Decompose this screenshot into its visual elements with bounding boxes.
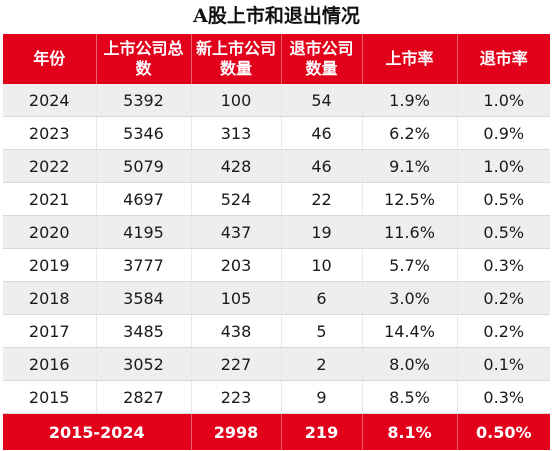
table-row: 2023 5346 313 46 6.2% 0.9% xyxy=(3,116,550,150)
summary-period: 2015-2024 xyxy=(3,413,192,450)
cell-delistings: 10 xyxy=(281,248,363,282)
cell-year: 2021 xyxy=(3,182,97,216)
summary-listing-rate: 8.1% xyxy=(362,413,458,450)
cell-year: 2020 xyxy=(3,215,97,249)
table-row: 2020 4195 437 19 11.6% 0.5% xyxy=(3,215,550,249)
cell-year: 2016 xyxy=(3,347,97,381)
table-row: 2022 5079 428 46 9.1% 1.0% xyxy=(3,149,550,183)
cell-total-listed: 3485 xyxy=(96,314,192,348)
table-row: 2024 5392 100 54 1.9% 1.0% xyxy=(3,84,550,117)
cell-delistings: 9 xyxy=(281,380,363,414)
header-listing-rate: 上市率 xyxy=(362,34,458,84)
cell-new-listings: 203 xyxy=(191,248,282,282)
header-year: 年份 xyxy=(3,34,97,84)
cell-delistings: 22 xyxy=(281,182,363,216)
cell-total-listed: 5392 xyxy=(96,84,192,117)
header-new-listings: 新上市公司数量 xyxy=(191,34,282,84)
table-row: 2019 3777 203 10 5.7% 0.3% xyxy=(3,248,550,282)
cell-delistings: 54 xyxy=(281,84,363,117)
cell-listing-rate: 14.4% xyxy=(362,314,458,348)
header-total-listed: 上市公司总数 xyxy=(96,34,192,84)
cell-listing-rate: 8.0% xyxy=(362,347,458,381)
cell-new-listings: 105 xyxy=(191,281,282,315)
cell-new-listings: 100 xyxy=(191,84,282,117)
cell-delistings: 46 xyxy=(281,149,363,183)
cell-new-listings: 313 xyxy=(191,116,282,150)
header-row: 年份 上市公司总数 新上市公司数量 退市公司数量 上市率 退市率 xyxy=(3,34,550,84)
cell-year: 2022 xyxy=(3,149,97,183)
cell-year: 2023 xyxy=(3,116,97,150)
cell-total-listed: 3052 xyxy=(96,347,192,381)
cell-delisting-rate: 0.2% xyxy=(457,314,550,348)
cell-new-listings: 227 xyxy=(191,347,282,381)
cell-delisting-rate: 0.3% xyxy=(457,380,550,414)
table-row: 2021 4697 524 22 12.5% 0.5% xyxy=(3,182,550,216)
header-delistings: 退市公司数量 xyxy=(281,34,363,84)
cell-total-listed: 5346 xyxy=(96,116,192,150)
header-delisting-rate: 退市率 xyxy=(457,34,550,84)
cell-year: 2015 xyxy=(3,380,97,414)
cell-delistings: 19 xyxy=(281,215,363,249)
cell-delistings: 2 xyxy=(281,347,363,381)
cell-listing-rate: 5.7% xyxy=(362,248,458,282)
cell-total-listed: 4697 xyxy=(96,182,192,216)
summary-delistings: 219 xyxy=(281,413,363,450)
cell-new-listings: 428 xyxy=(191,149,282,183)
cell-new-listings: 437 xyxy=(191,215,282,249)
cell-delistings: 6 xyxy=(281,281,363,315)
cell-new-listings: 223 xyxy=(191,380,282,414)
table-row: 2015 2827 223 9 8.5% 0.3% xyxy=(3,380,550,414)
cell-listing-rate: 11.6% xyxy=(362,215,458,249)
cell-delisting-rate: 0.1% xyxy=(457,347,550,381)
table-row: 2016 3052 227 2 8.0% 0.1% xyxy=(3,347,550,381)
cell-total-listed: 3584 xyxy=(96,281,192,315)
cell-delisting-rate: 0.5% xyxy=(457,215,550,249)
cell-delisting-rate: 1.0% xyxy=(457,84,550,117)
cell-delistings: 46 xyxy=(281,116,363,150)
summary-new-listings: 2998 xyxy=(191,413,282,450)
table-title: A股上市和退出情况 xyxy=(193,5,360,27)
table-body: 2024 5392 100 54 1.9% 1.0% 2023 5346 313 46 6.2% 0.… xyxy=(3,84,550,450)
cell-listing-rate: 3.0% xyxy=(362,281,458,315)
listing-table: 年份 上市公司总数 新上市公司数量 退市公司数量 上市率 退市率 2024 539… xyxy=(3,34,550,450)
cell-listing-rate: 8.5% xyxy=(362,380,458,414)
summary-delisting-rate: 0.50% xyxy=(457,413,550,450)
cell-delisting-rate: 1.0% xyxy=(457,149,550,183)
cell-year: 2017 xyxy=(3,314,97,348)
cell-total-listed: 3777 xyxy=(96,248,192,282)
cell-new-listings: 438 xyxy=(191,314,282,348)
cell-new-listings: 524 xyxy=(191,182,282,216)
cell-delisting-rate: 0.9% xyxy=(457,116,550,150)
cell-listing-rate: 6.2% xyxy=(362,116,458,150)
cell-year: 2018 xyxy=(3,281,97,315)
table-row: 2018 3584 105 6 3.0% 0.2% xyxy=(3,281,550,315)
cell-delisting-rate: 0.2% xyxy=(457,281,550,315)
cell-delisting-rate: 0.5% xyxy=(457,182,550,216)
cell-total-listed: 5079 xyxy=(96,149,192,183)
cell-listing-rate: 12.5% xyxy=(362,182,458,216)
cell-delistings: 5 xyxy=(281,314,363,348)
cell-listing-rate: 9.1% xyxy=(362,149,458,183)
cell-total-listed: 2827 xyxy=(96,380,192,414)
cell-delisting-rate: 0.3% xyxy=(457,248,550,282)
cell-year: 2024 xyxy=(3,84,97,117)
summary-row: 2015-2024 2998 219 8.1% 0.50% xyxy=(3,413,550,450)
cell-year: 2019 xyxy=(3,248,97,282)
cell-total-listed: 4195 xyxy=(96,215,192,249)
table-row: 2017 3485 438 5 14.4% 0.2% xyxy=(3,314,550,348)
cell-listing-rate: 1.9% xyxy=(362,84,458,117)
